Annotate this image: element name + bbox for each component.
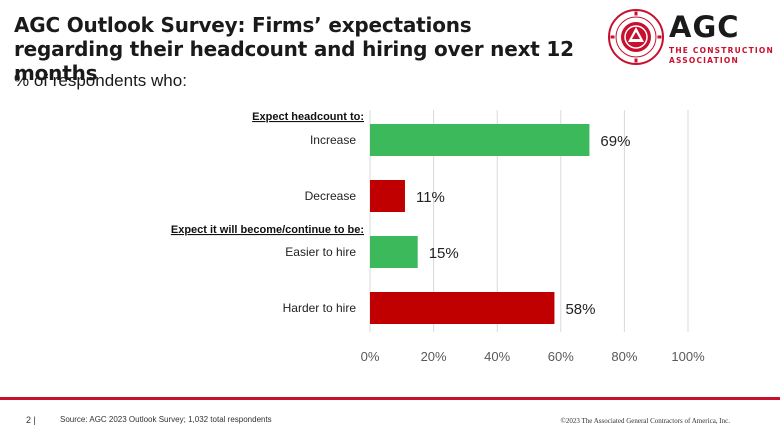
category-label: Increase bbox=[310, 133, 356, 147]
x-tick-label: 20% bbox=[421, 349, 447, 364]
logo-tagline-line1: THE CONSTRUCTION bbox=[669, 46, 774, 55]
x-tick-label: 80% bbox=[611, 349, 637, 364]
x-tick-label: 60% bbox=[548, 349, 574, 364]
logo-tagline-line2: ASSOCIATION bbox=[669, 56, 739, 65]
category-label: Decrease bbox=[305, 189, 357, 203]
data-label: 15% bbox=[429, 245, 459, 262]
source-note: Source: AGC 2023 Outlook Survey; 1,032 t… bbox=[60, 415, 272, 424]
bar bbox=[370, 292, 555, 324]
data-label: 11% bbox=[416, 189, 445, 206]
page-title: AGC Outlook Survey: Firms’ expectations … bbox=[14, 13, 574, 85]
data-label: 69% bbox=[600, 133, 630, 150]
footer-divider bbox=[0, 397, 780, 400]
group-header: Expect headcount to: bbox=[252, 111, 364, 123]
agc-logo: AGC THE CONSTRUCTION ASSOCIATION bbox=[607, 8, 777, 68]
bar bbox=[370, 236, 418, 268]
data-label: 58% bbox=[565, 301, 595, 318]
copyright-note: ©2023 The Associated General Contractors… bbox=[560, 417, 730, 425]
agc-seal-icon bbox=[608, 9, 664, 65]
category-label: Harder to hire bbox=[283, 301, 357, 315]
group-header: Expect it will become/continue to be: bbox=[171, 224, 364, 236]
bar bbox=[370, 124, 590, 156]
x-tick-label: 100% bbox=[671, 349, 705, 364]
page-number: 2 | bbox=[26, 415, 36, 425]
page-subtitle: % of respondents who: bbox=[14, 71, 187, 90]
headcount-hiring-bar-chart: 0% 20% 40% 60% 80% 100% Expect headcount to: In… bbox=[171, 110, 705, 364]
x-tick-label: 40% bbox=[484, 349, 510, 364]
category-label: Easier to hire bbox=[285, 245, 356, 259]
bar bbox=[370, 180, 405, 212]
x-tick-label: 0% bbox=[361, 349, 380, 364]
agc-wordmark: AGC bbox=[669, 10, 740, 44]
